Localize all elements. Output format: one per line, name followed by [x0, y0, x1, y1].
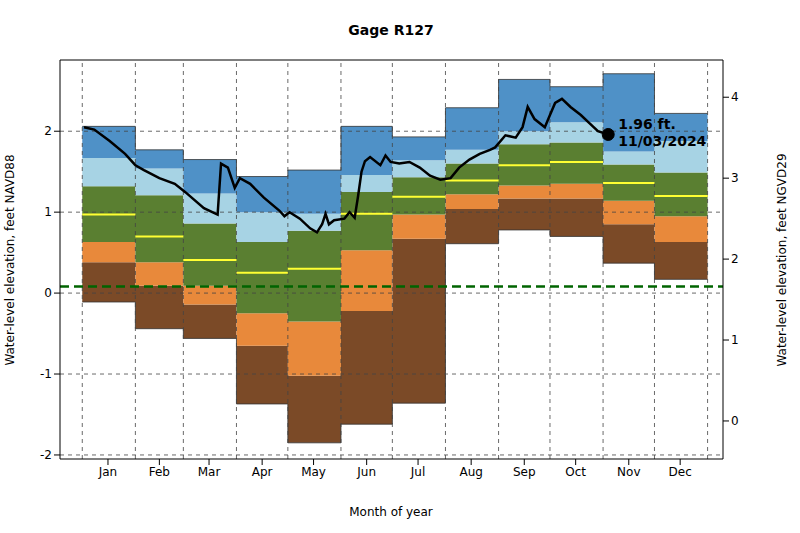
svg-text:Gage R127: Gage R127	[348, 22, 433, 38]
svg-text:Aug: Aug	[459, 465, 482, 479]
svg-text:Jul: Jul	[410, 465, 425, 479]
svg-text:Jun: Jun	[356, 465, 376, 479]
svg-text:Month of year: Month of year	[349, 505, 433, 519]
svg-text:Nov: Nov	[617, 465, 640, 479]
svg-text:May: May	[301, 465, 326, 479]
svg-text:Water-level elevation, feet NG: Water-level elevation, feet NGVD29	[775, 153, 789, 366]
svg-text:4: 4	[731, 90, 739, 104]
svg-text:Oct: Oct	[565, 465, 586, 479]
svg-text:1: 1	[731, 333, 739, 347]
svg-text:Sep: Sep	[513, 465, 536, 479]
svg-text:-1: -1	[40, 367, 52, 381]
svg-text:Feb: Feb	[149, 465, 170, 479]
svg-text:2: 2	[44, 124, 52, 138]
svg-text:Water-level elevation, feet NA: Water-level elevation, feet NAVD88	[8, 154, 17, 365]
svg-text:0: 0	[44, 286, 52, 300]
svg-text:Mar: Mar	[198, 465, 221, 479]
svg-text:Dec: Dec	[669, 465, 692, 479]
svg-text:0: 0	[731, 414, 739, 428]
svg-text:Jan: Jan	[98, 465, 118, 479]
svg-text:1.96 ft.11/03/2024: 1.96 ft.11/03/2024	[618, 116, 706, 149]
svg-text:Apr: Apr	[252, 465, 273, 479]
svg-text:2: 2	[731, 252, 739, 266]
svg-text:-2: -2	[40, 448, 52, 462]
svg-text:1: 1	[44, 205, 52, 219]
svg-text:3: 3	[731, 171, 739, 185]
